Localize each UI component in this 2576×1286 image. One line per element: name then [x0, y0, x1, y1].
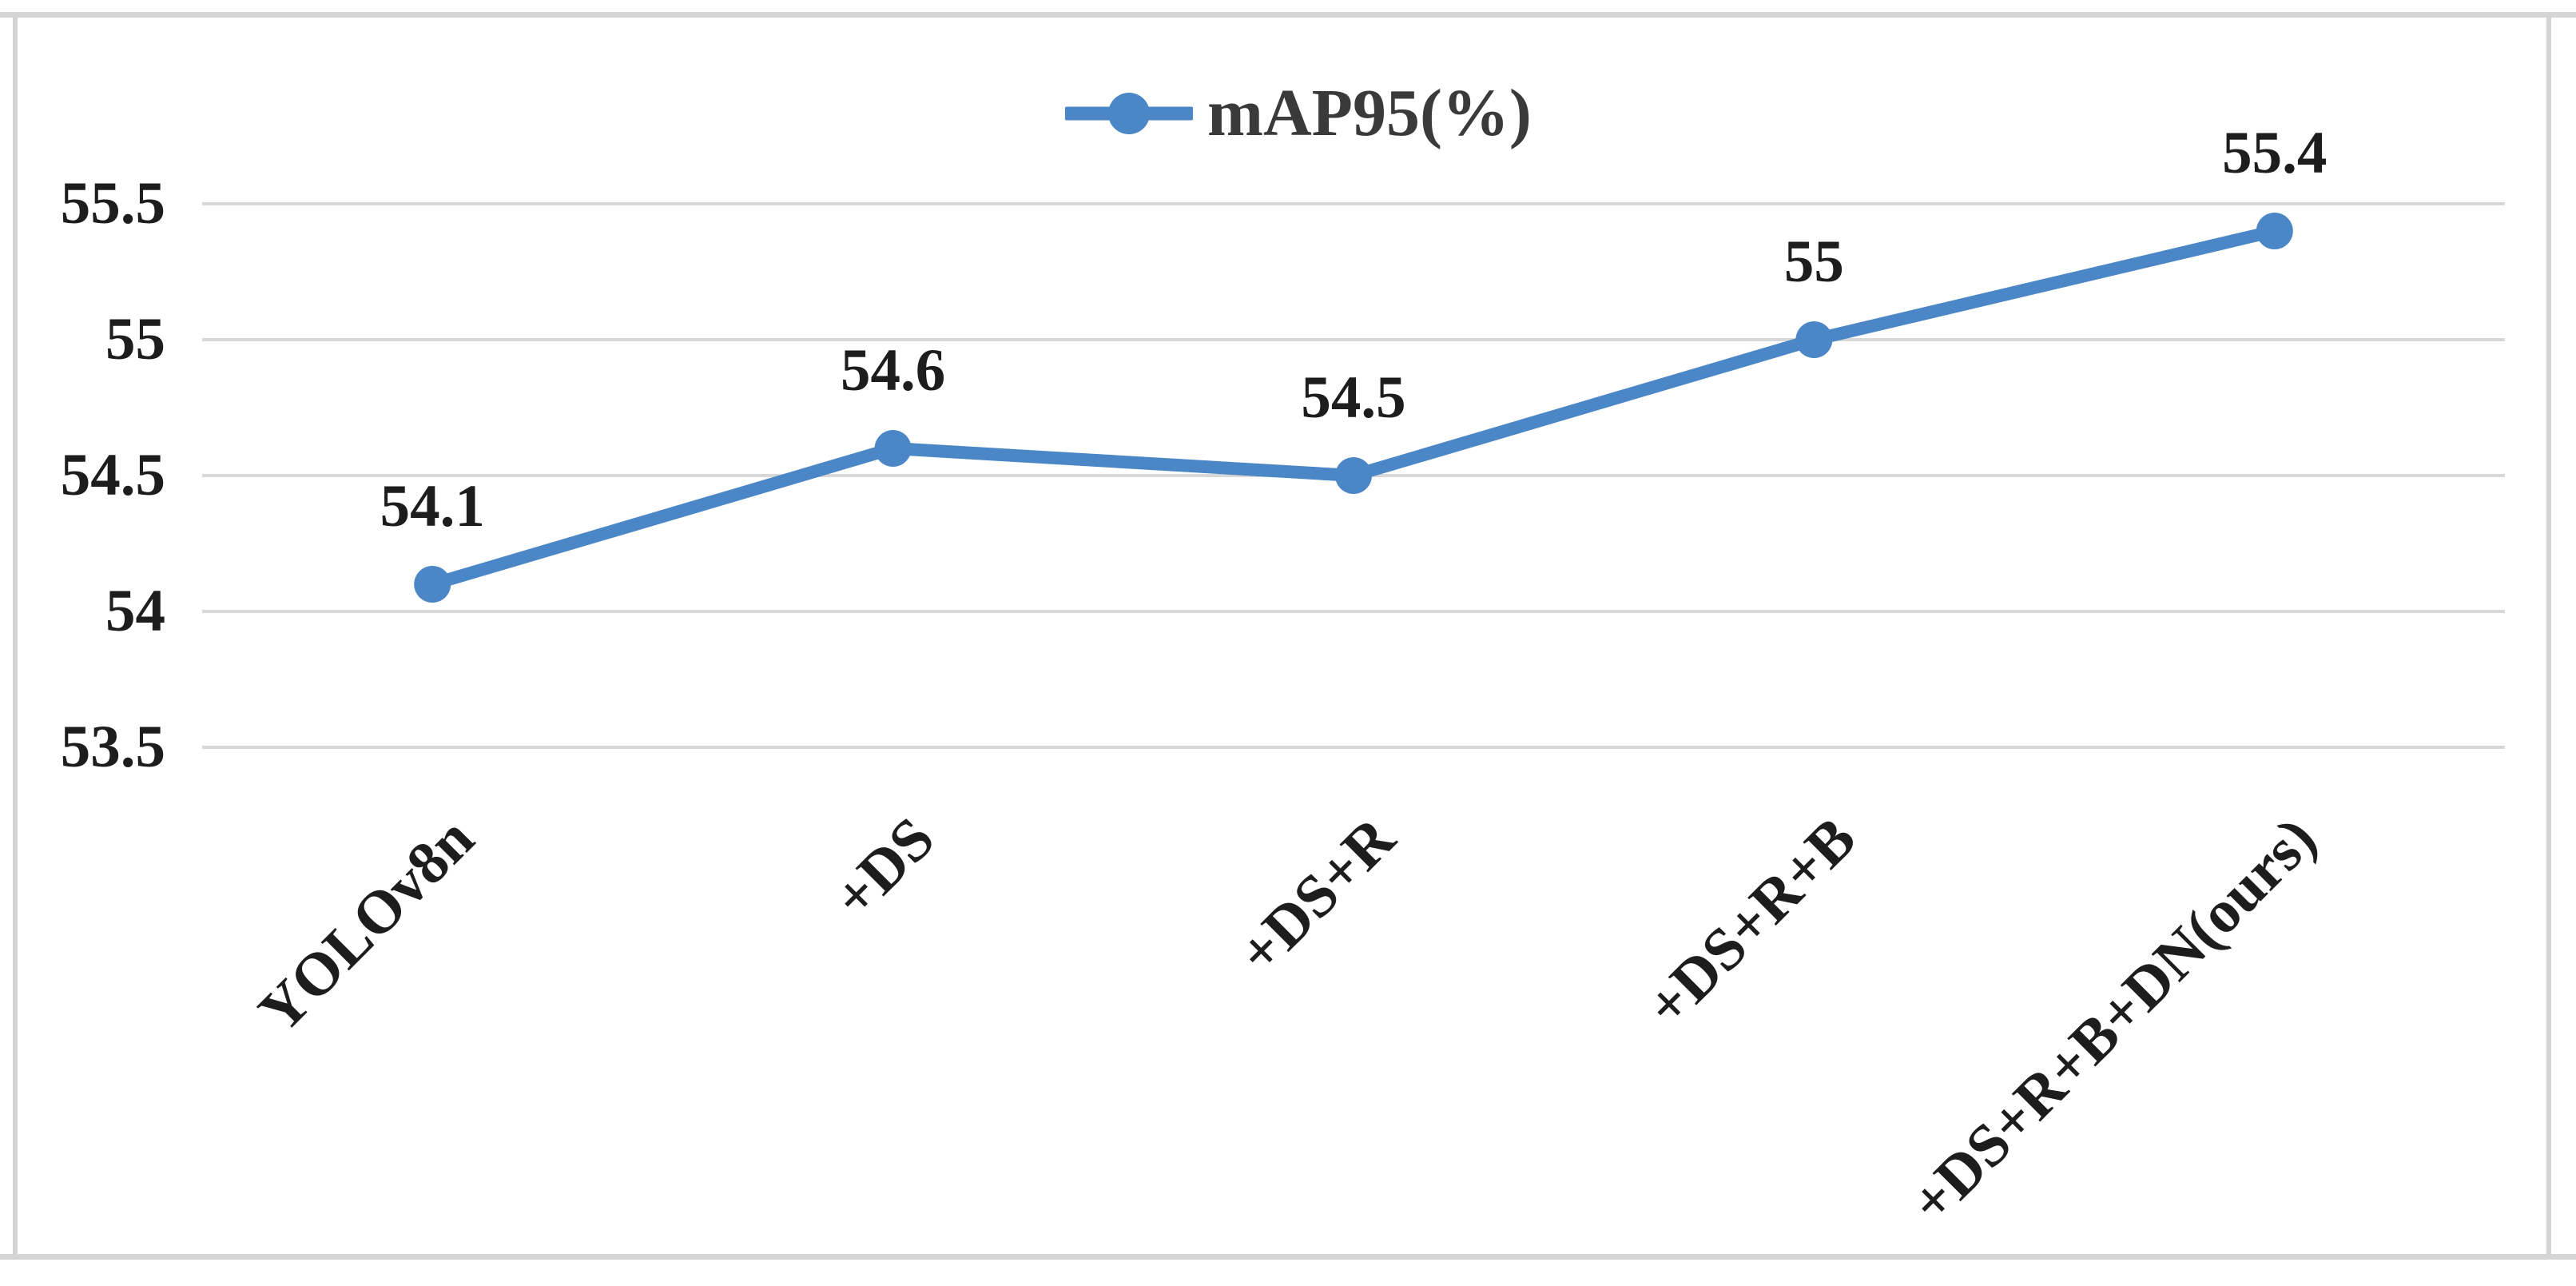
data-point-marker: [2256, 213, 2293, 249]
y-axis-tick-label: 54: [105, 578, 165, 644]
y-axis-tick-label: 55.5: [60, 170, 165, 237]
y-axis-tick-label: 53.5: [60, 714, 165, 780]
data-point-value-label: 55.4: [2222, 120, 2328, 186]
data-point-value-label: 55: [1783, 229, 1844, 295]
data-point-marker: [874, 430, 912, 467]
data-point-value-label: 54.5: [1301, 364, 1406, 431]
chart-border-frame: [13, 12, 2551, 1260]
data-point-value-label: 54.6: [840, 337, 946, 404]
y-axis-tick-label: 54.5: [60, 442, 165, 508]
legend-line-marker-icon: [1065, 93, 1193, 134]
legend: mAP95(%): [1065, 72, 1532, 155]
data-point-marker: [1335, 457, 1372, 494]
data-point-marker: [414, 566, 451, 603]
data-point-value-label: 54.1: [380, 473, 485, 539]
data-point-marker: [1795, 321, 1833, 358]
legend-series-label: mAP95(%): [1207, 76, 1532, 150]
y-axis-tick-label: 55: [105, 306, 165, 372]
page-bottom-rule: [0, 1254, 2576, 1260]
page-top-rule: [0, 12, 2576, 18]
